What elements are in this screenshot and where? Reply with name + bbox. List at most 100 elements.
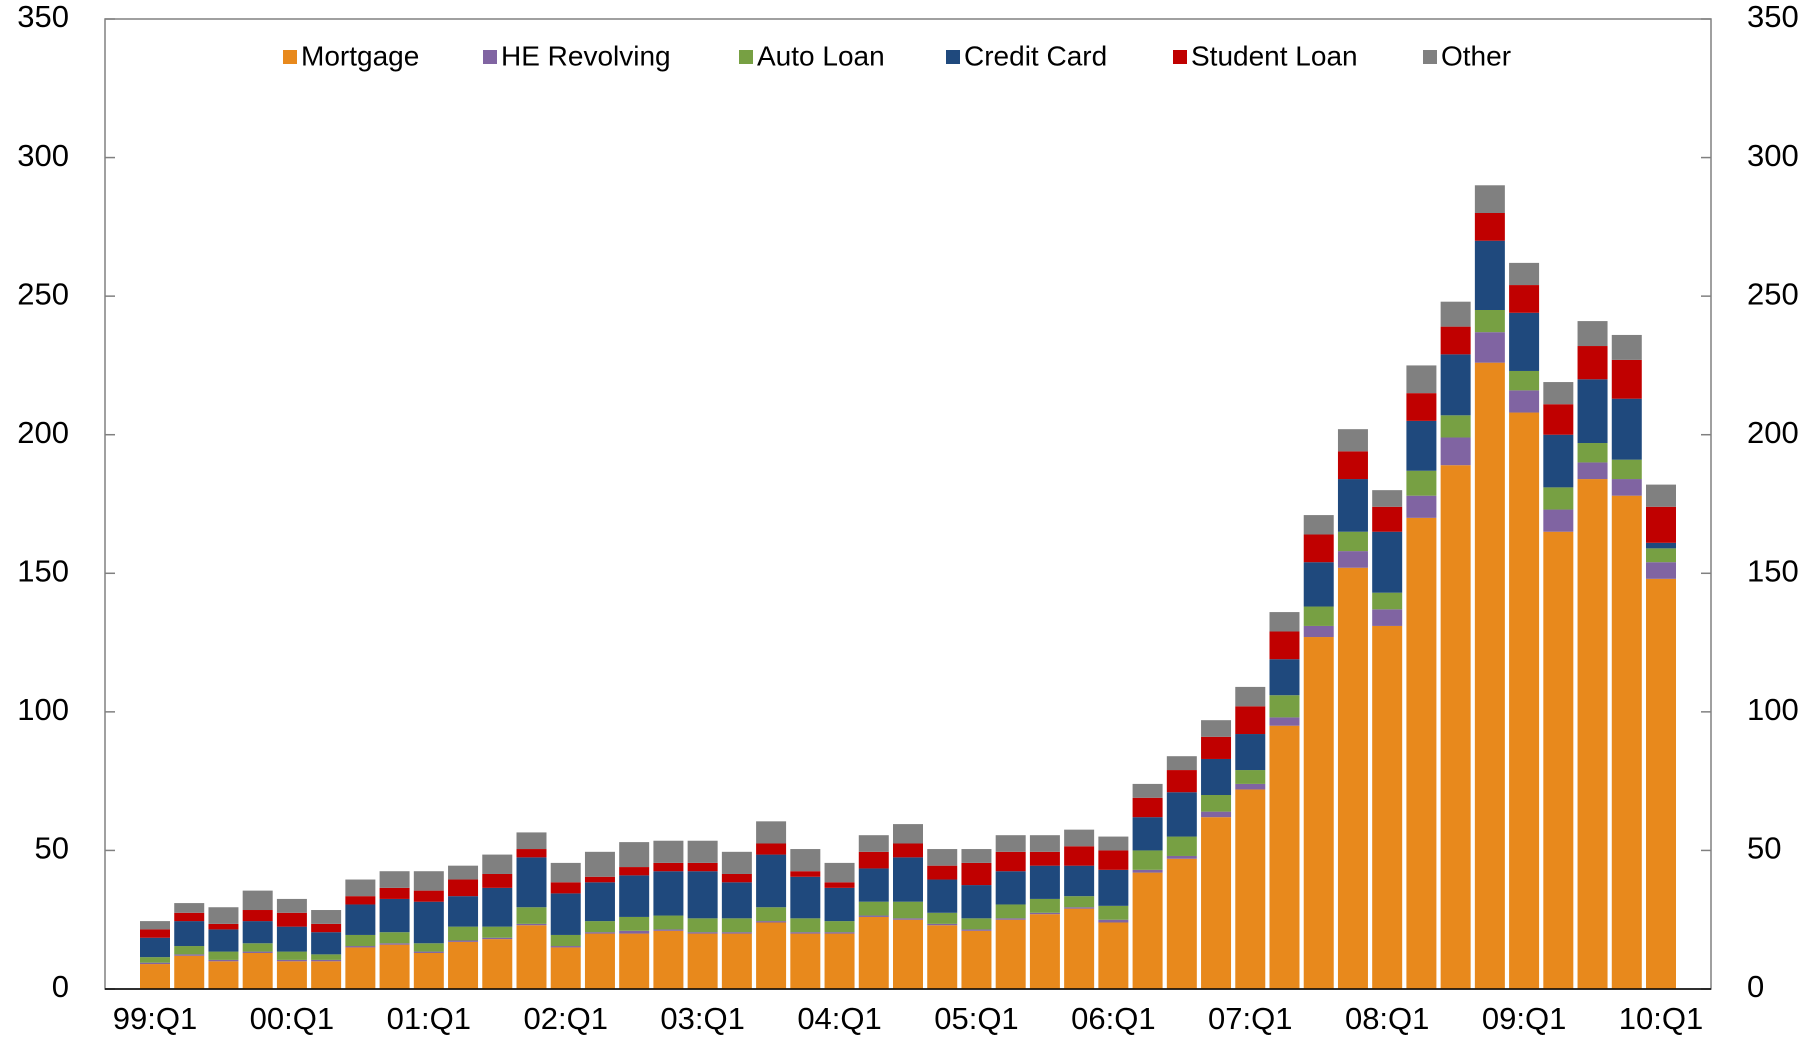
y-tick-label: 250 [17, 276, 69, 311]
bar-segment [1064, 908, 1095, 989]
bar-segment [174, 946, 205, 955]
bar-segment [1337, 551, 1368, 568]
bar-segment [961, 885, 992, 919]
bar-segment [1201, 736, 1232, 759]
bar-segment [550, 946, 581, 948]
bar-segment [379, 932, 410, 944]
bar-segment [653, 862, 684, 872]
bar-segment [550, 893, 581, 935]
bar-segment [311, 961, 342, 989]
bar-segment [1337, 451, 1368, 480]
bar-segment [1201, 758, 1232, 795]
bar-segment [276, 926, 307, 952]
bar-segment [482, 926, 513, 938]
bar-segment [584, 851, 615, 877]
bar-segment [448, 926, 479, 941]
bar-segment [1064, 907, 1095, 909]
bar-segment [927, 865, 958, 880]
bar-segment [276, 912, 307, 927]
bar-segment [1303, 562, 1334, 607]
bar-segment [276, 898, 307, 913]
legend-label: Auto Loan [757, 40, 885, 71]
bar-segment [1235, 734, 1266, 771]
bar-segment [448, 896, 479, 927]
bar-segment [345, 946, 376, 948]
x-tick-label: 08:Q1 [1345, 1001, 1429, 1036]
bar-segment [584, 921, 615, 933]
bar-segment [1474, 185, 1505, 213]
bar-segment [1440, 415, 1471, 438]
y2-tick-label: 250 [1747, 276, 1799, 311]
bar-segment [1611, 398, 1642, 460]
bar-segment [893, 857, 923, 902]
y-tick-label: 200 [17, 415, 69, 450]
bar-segment [1509, 262, 1540, 286]
x-tick-label: 05:Q1 [934, 1001, 1018, 1036]
bar-segment [653, 929, 684, 931]
bar-segment [413, 871, 444, 891]
bar-segment [687, 840, 718, 863]
bar-segment [1269, 725, 1300, 989]
bar-segment [242, 910, 273, 922]
bar-segment [1543, 487, 1574, 510]
bar-segment [242, 921, 273, 944]
bar-segment [1440, 354, 1471, 416]
bar-segment [619, 867, 650, 876]
legend-label: HE Revolving [501, 40, 671, 71]
bar-segment [721, 932, 752, 934]
bar-segment [824, 862, 855, 883]
y2-tick-label: 300 [1747, 138, 1799, 173]
bar-segment [1509, 390, 1540, 413]
bar-segment [1269, 717, 1300, 726]
bar-segment [1646, 562, 1676, 579]
bar-segment [140, 929, 170, 938]
x-tick-label: 09:Q1 [1482, 1001, 1566, 1036]
bar-segment [721, 851, 752, 874]
bar-segment [1201, 720, 1232, 737]
bar-segment [1064, 829, 1095, 847]
bar-segment [208, 959, 239, 962]
bar-segment [756, 843, 787, 855]
bar-segment [1098, 919, 1129, 923]
x-tick-label: 07:Q1 [1208, 1001, 1292, 1036]
bar-segment [413, 890, 444, 902]
bar-segment [208, 907, 239, 924]
bar-segment [756, 921, 787, 923]
bar-segment [379, 898, 410, 933]
bar-segment [1577, 346, 1608, 380]
bar-segment [482, 939, 513, 989]
bar-segment [413, 952, 444, 989]
bar-segment [174, 912, 205, 922]
bar-segment [1646, 484, 1676, 507]
bar-segment [1406, 365, 1437, 394]
bar-segment [1029, 865, 1060, 899]
x-tick-label: 01:Q1 [387, 1001, 471, 1036]
bar-segment [174, 955, 205, 989]
bar-segment [1646, 548, 1676, 563]
bar-segment [1166, 792, 1197, 837]
bar-segment [208, 929, 239, 952]
bar-segment [1406, 517, 1437, 989]
bar-segment [995, 835, 1026, 852]
bar-segment [619, 933, 650, 989]
bar-segment [927, 923, 958, 926]
bar-segment [1166, 836, 1197, 856]
bar-segment [1543, 434, 1574, 488]
bar-segment [140, 937, 170, 958]
bar-segment [584, 882, 615, 922]
bar-segment [242, 943, 273, 952]
bar-segment [790, 849, 821, 872]
bar-segment [1646, 578, 1676, 989]
bar-segment [242, 951, 273, 953]
bar-segment [1543, 382, 1574, 405]
bar-segment [1474, 332, 1505, 363]
bar-segment [1337, 429, 1368, 452]
bar-segment [1235, 789, 1266, 989]
bar-segment [858, 868, 889, 902]
bar-segment [379, 943, 410, 945]
bar-segment [824, 921, 855, 933]
legend-label: Student Loan [1191, 40, 1358, 71]
bar-segment [379, 887, 410, 899]
bar-segment [1509, 285, 1540, 313]
bar-segment [1440, 465, 1471, 989]
